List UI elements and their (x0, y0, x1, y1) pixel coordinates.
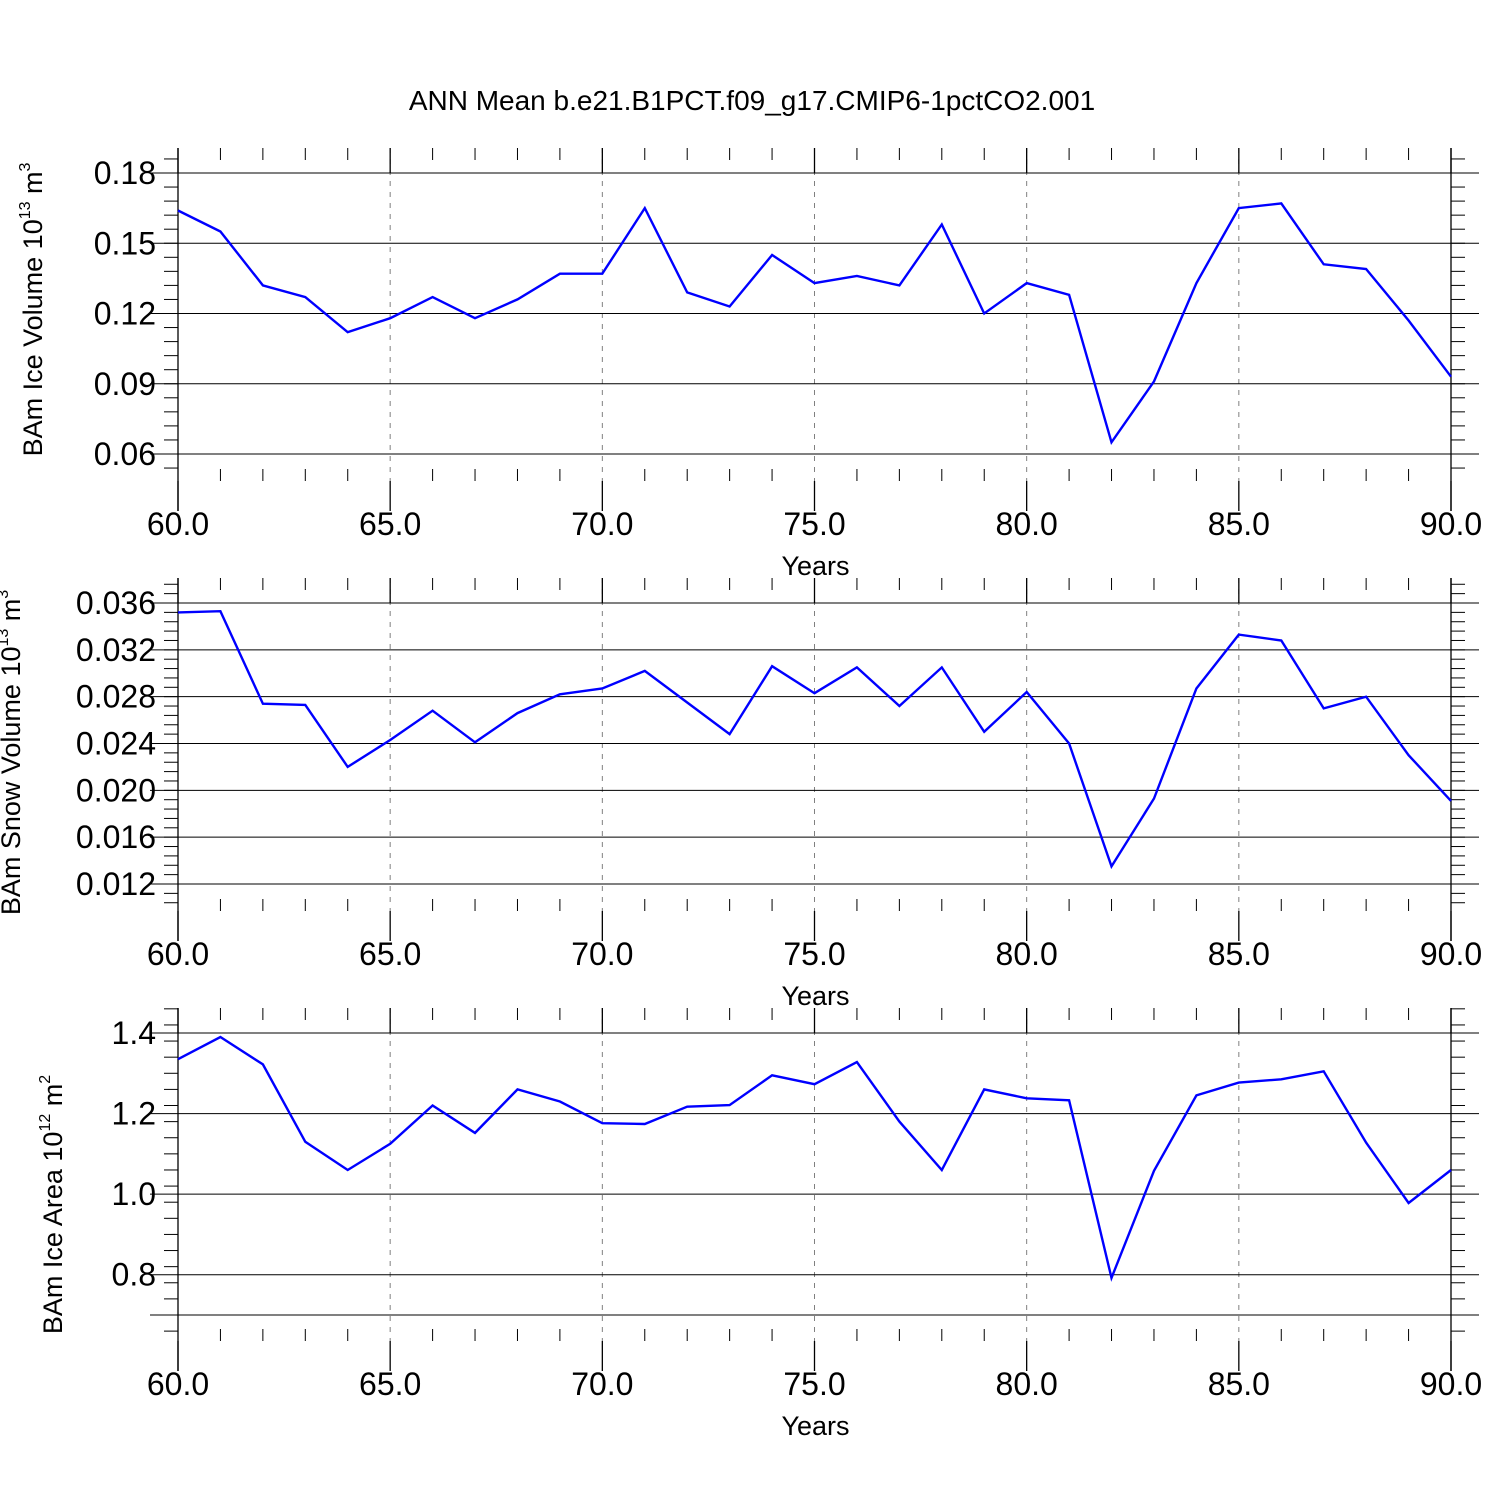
y-tick-label: 0.012 (76, 866, 156, 902)
x-axis-title: Years (781, 551, 849, 581)
y-axis-title-superscript: 3 (0, 590, 12, 599)
y-axis-title-text: BAm Ice Area 10 (38, 1132, 68, 1335)
x-tick-label: 70.0 (571, 506, 633, 542)
x-tick-label: 85.0 (1208, 1366, 1270, 1402)
y-tick-label: 1.4 (112, 1015, 156, 1051)
y-axis-title-text: BAm Snow Volume 10 (0, 647, 26, 916)
y-tick-label: 0.06 (94, 436, 156, 472)
x-tick-label: 65.0 (359, 936, 421, 972)
x-tick-label: 60.0 (147, 506, 209, 542)
x-tick-label: 65.0 (359, 506, 421, 542)
x-axis-title: Years (781, 1411, 849, 1441)
x-tick-label: 60.0 (147, 1366, 209, 1402)
y-axis-title-text: m (38, 1084, 68, 1114)
y-axis-title: BAm Ice Area 1012 m2 (37, 1075, 68, 1334)
y-axis-title: BAm Snow Volume 1013 m3 (0, 590, 26, 915)
y-axis-title-superscript: 3 (17, 162, 34, 171)
x-tick-label: 60.0 (147, 936, 209, 972)
y-axis-title-text: m (18, 171, 48, 201)
y-tick-label: 0.032 (76, 632, 156, 668)
y-tick-label: 0.020 (76, 772, 156, 808)
y-tick-label: 0.18 (94, 155, 156, 191)
chart-panel-3: 60.0 65.0 70.0 75.0 80.0 85.0 90.0 0.8 1.0 1.2 1.4… (37, 1008, 1482, 1441)
x-tick-label: 75.0 (783, 1366, 845, 1402)
y-tick-label: 0.024 (76, 726, 156, 762)
y-axis-title-text: BAm Ice Volume 10 (18, 219, 48, 456)
x-tick-label: 65.0 (359, 1366, 421, 1402)
y-axis-title-superscript: 13 (17, 201, 34, 219)
x-tick-label: 70.0 (571, 1366, 633, 1402)
y-axis-title-superscript: 13 (0, 629, 12, 647)
x-tick-label: 90.0 (1420, 936, 1482, 972)
x-axis-title: Years (781, 981, 849, 1011)
y-tick-label: 0.036 (76, 585, 156, 621)
y-tick-label: 1.0 (112, 1176, 156, 1212)
series-line (177, 1035, 1452, 1282)
x-tick-label: 90.0 (1420, 1366, 1482, 1402)
y-axis-title: BAm Ice Volume 1013 m3 (17, 162, 48, 456)
x-tick-label: 90.0 (1420, 506, 1482, 542)
y-tick-label: 0.8 (112, 1257, 156, 1293)
chart-panel-2: 60.0 65.0 70.0 75.0 80.0 85.0 90.0 0.012 0.016 0.… (0, 578, 1482, 1011)
x-tick-label: 80.0 (996, 506, 1058, 542)
x-tick-label: 70.0 (571, 936, 633, 972)
chart-panel-1: 60.0 65.0 70.0 75.0 80.0 85.0 90.0 0.06 0.09 0.12… (17, 148, 1482, 581)
y-axis-title-superscript: 12 (37, 1114, 54, 1132)
x-tick-label: 80.0 (996, 936, 1058, 972)
x-tick-label: 75.0 (783, 506, 845, 542)
series-line (177, 202, 1452, 446)
y-axis-title-text: m (0, 599, 26, 629)
y-axis-title-superscript: 2 (37, 1075, 54, 1084)
x-tick-label: 75.0 (783, 936, 845, 972)
x-tick-label: 80.0 (996, 1366, 1058, 1402)
y-tick-label: 0.15 (94, 225, 156, 261)
y-tick-label: 0.028 (76, 679, 156, 715)
chart-panels: 60.0 65.0 70.0 75.0 80.0 85.0 90.0 0.06 0.09 0.12… (0, 148, 1482, 1441)
y-tick-label: 0.016 (76, 819, 156, 855)
x-tick-label: 85.0 (1208, 506, 1270, 542)
chart-title: ANN Mean b.e21.B1PCT.f09_g17.CMIP6-1pctC… (409, 85, 1095, 116)
y-tick-label: 0.09 (94, 366, 156, 402)
x-tick-label: 85.0 (1208, 936, 1270, 972)
series-line (177, 609, 1452, 870)
y-tick-label: 1.2 (112, 1096, 156, 1132)
y-tick-label: 0.12 (94, 296, 156, 332)
